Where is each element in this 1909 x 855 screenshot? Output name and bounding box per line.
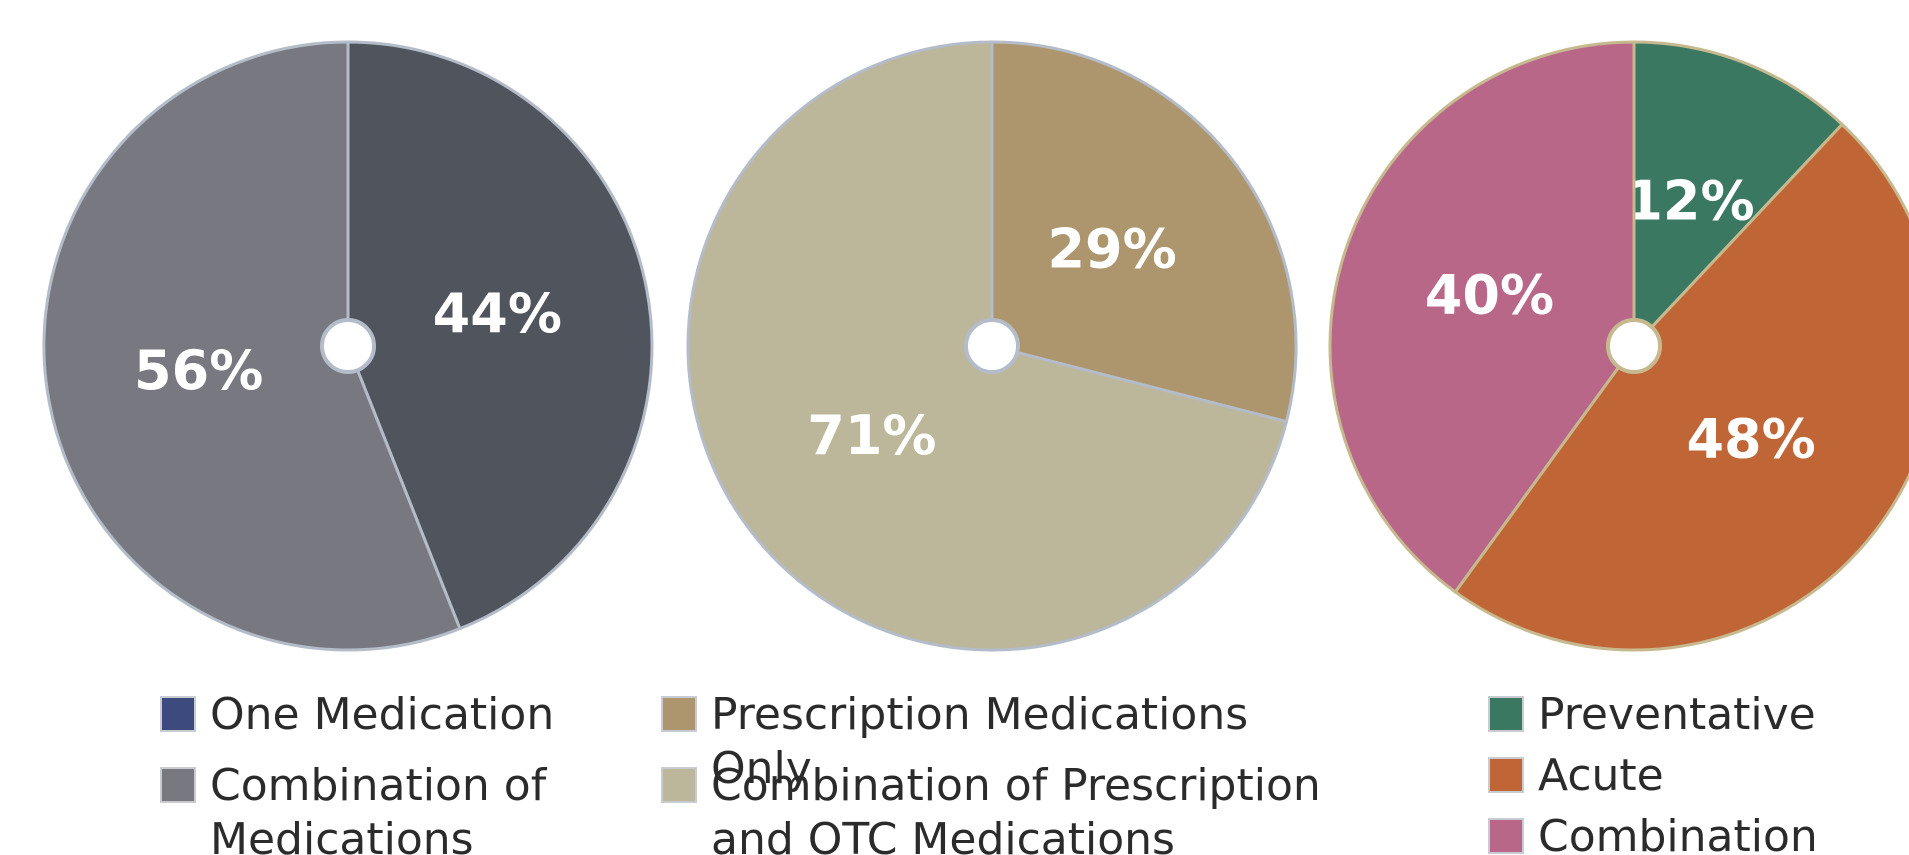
pie-slice <box>346 40 654 631</box>
legend-label: Combination <box>1538 811 1818 855</box>
value-label: 56% <box>134 339 263 402</box>
legend-label: Prescription Medications Only <box>711 689 1249 794</box>
value-label: 71% <box>807 404 936 467</box>
legend-swatch <box>160 696 196 732</box>
value-label: 40% <box>1425 264 1554 327</box>
pie-slice <box>1632 40 1845 350</box>
legend-entry: Preventative <box>1488 688 1908 742</box>
legend-swatch <box>1488 696 1524 732</box>
legend-swatch <box>1488 757 1524 793</box>
legend-swatch <box>1488 818 1524 854</box>
legend-entry: Combination of Prescription and OTC Medi… <box>661 759 1321 855</box>
pie-slice <box>990 40 1298 424</box>
legend-entry: Combination of Medications <box>160 759 580 855</box>
legend-label: Combination of Prescription and OTC Medi… <box>711 760 1321 855</box>
legend-swatch <box>661 696 697 732</box>
legend-entry: One Medication <box>160 688 580 742</box>
legend-entry: Combination <box>1488 810 1908 855</box>
center-hole <box>320 318 376 374</box>
legend-swatch <box>160 767 196 803</box>
center-hole <box>1606 318 1662 374</box>
value-label: 44% <box>433 282 562 345</box>
pie-slice <box>1328 40 1636 595</box>
value-label: 29% <box>1047 217 1176 280</box>
value-label: 12% <box>1625 169 1754 232</box>
legend-label: Acute <box>1538 750 1664 801</box>
pie-slice <box>1453 122 1909 652</box>
legend-label: One Medication <box>210 689 555 740</box>
pie-slice <box>42 40 462 652</box>
value-label: 48% <box>1686 408 1815 471</box>
legend-entry: Acute <box>1488 749 1908 803</box>
center-hole <box>964 318 1020 374</box>
legend-swatch <box>661 767 697 803</box>
legend-label: Combination of Medications <box>210 760 547 855</box>
legend-label: Preventative <box>1538 689 1816 740</box>
legend-entry: Prescription Medications Only <box>661 688 1321 796</box>
